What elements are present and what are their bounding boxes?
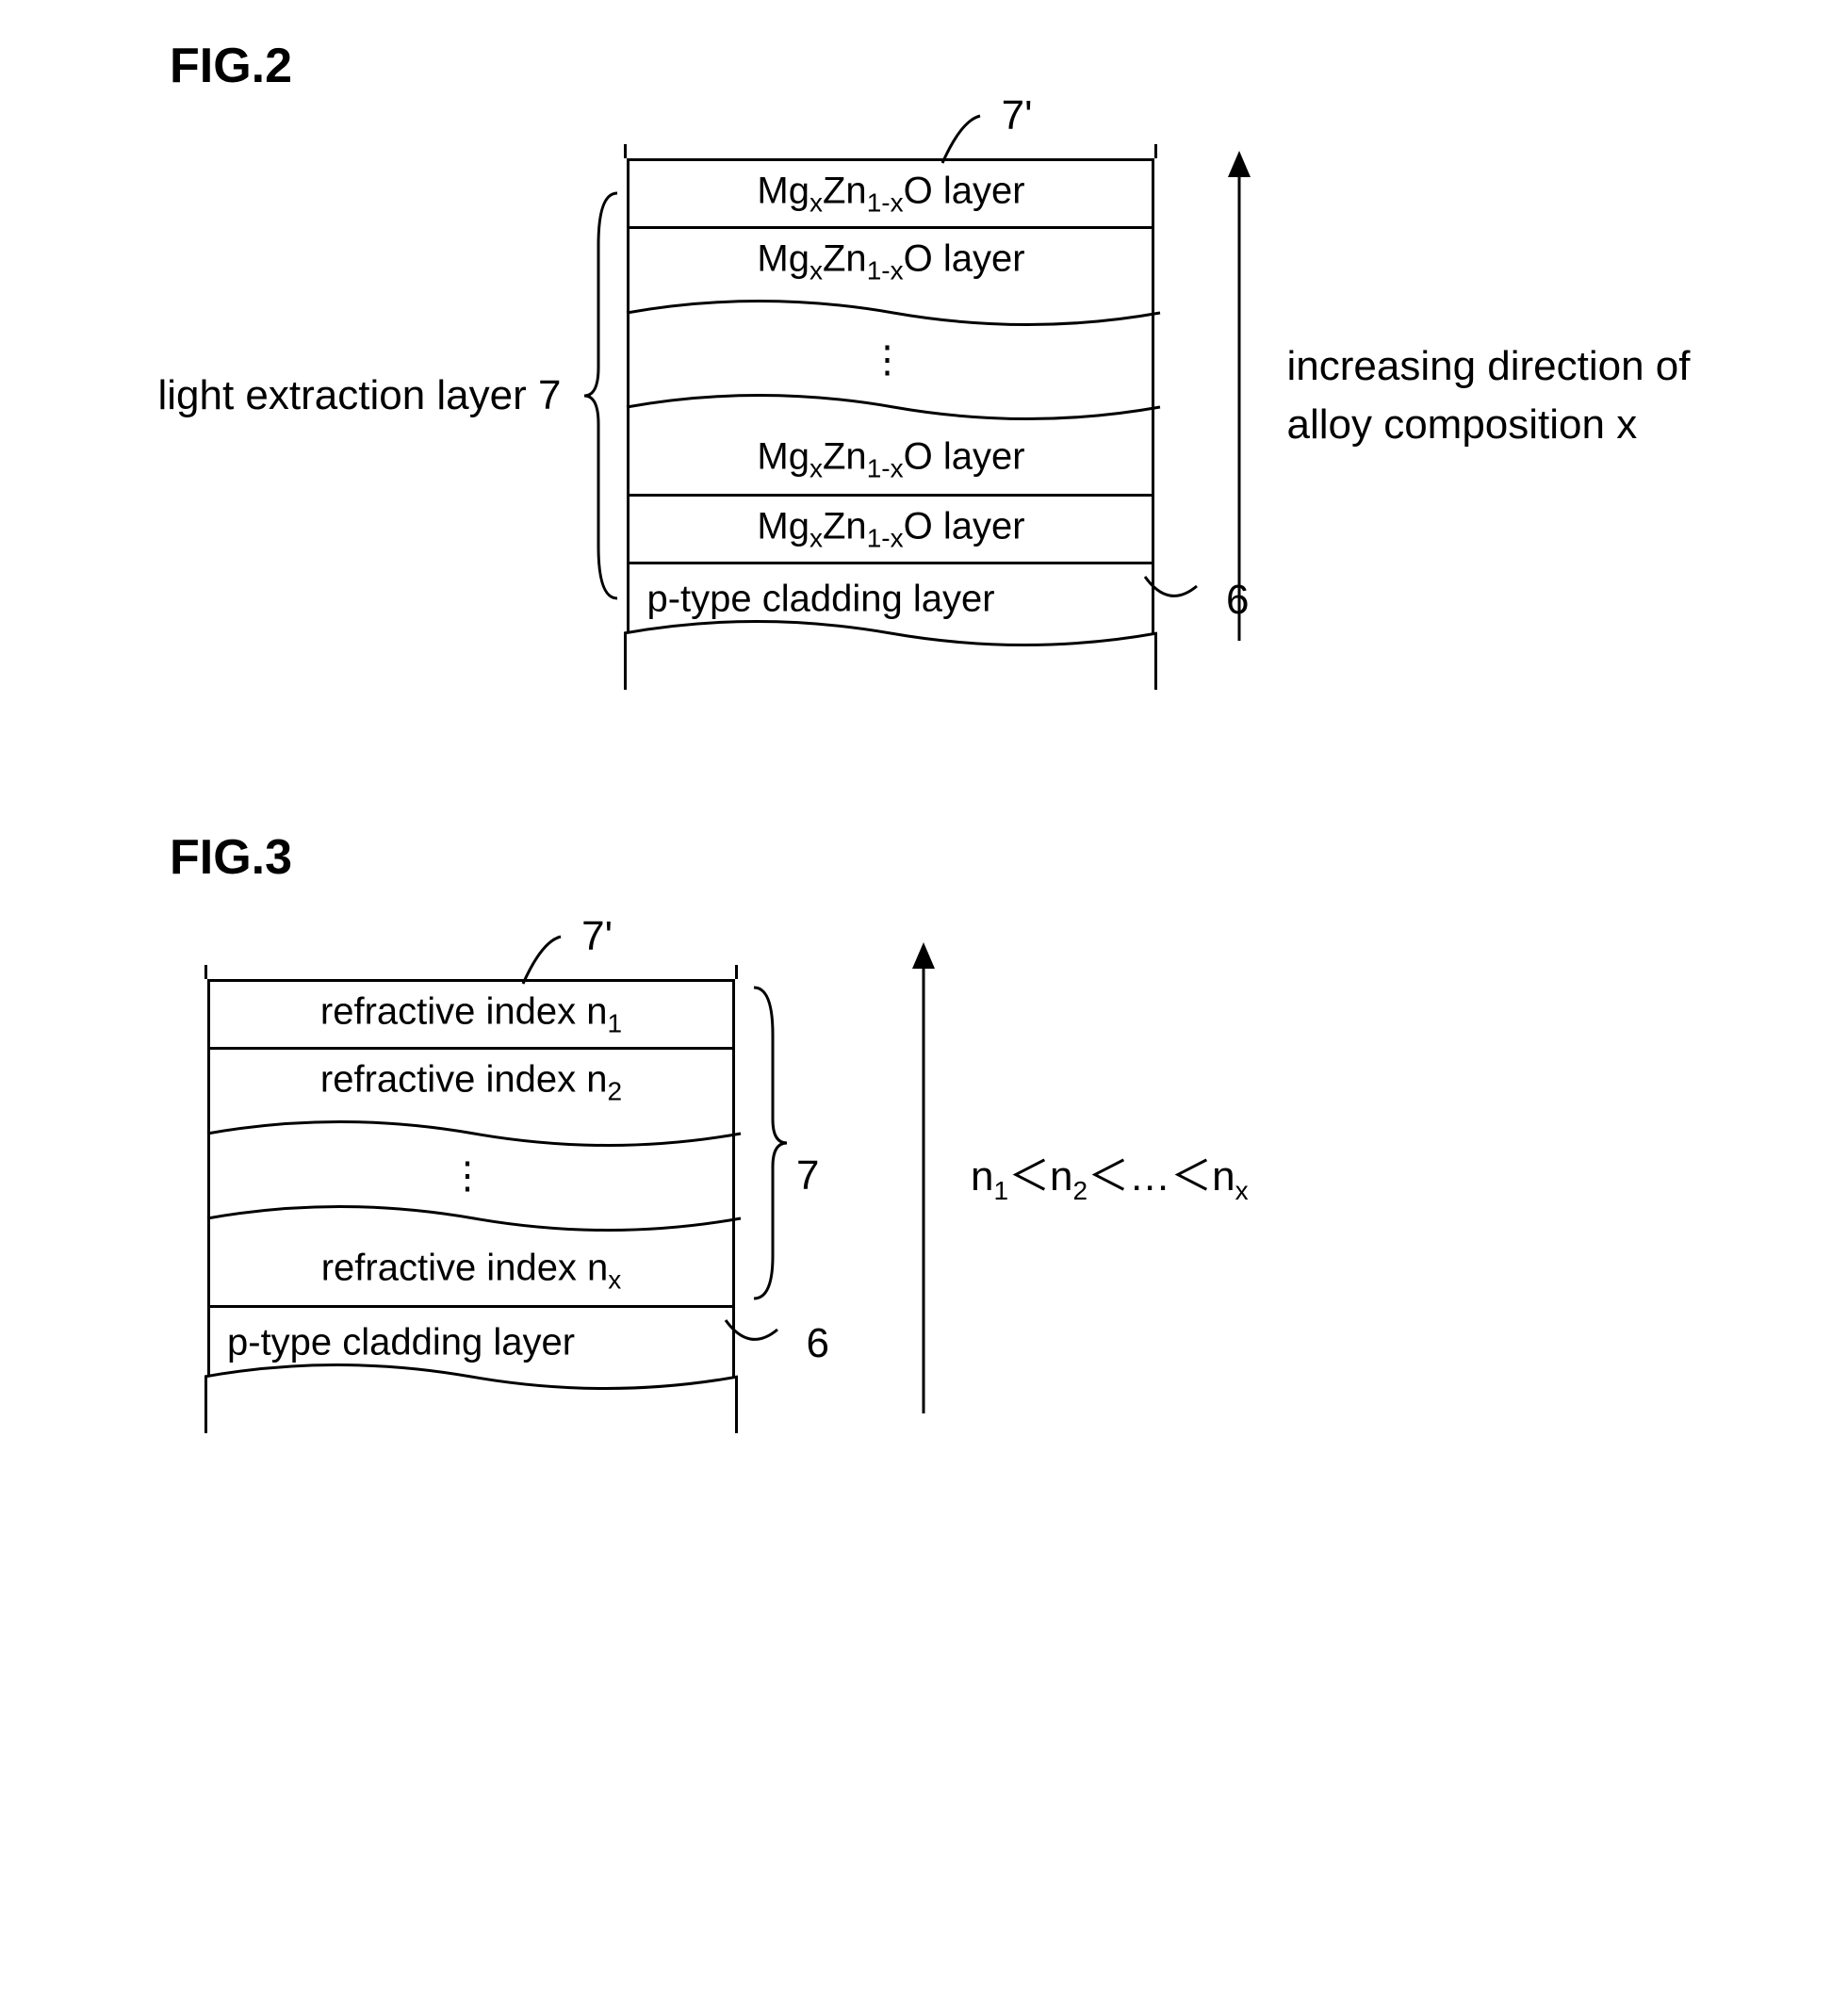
arrow-up-icon <box>905 942 942 1413</box>
fig3-bottom-tail <box>204 1377 738 1433</box>
fig2-dots: ⋮ <box>868 338 913 382</box>
fig3-top-tail <box>204 965 738 979</box>
fig2-left-brace <box>580 188 627 603</box>
fig3-gap: ⋮ <box>207 1115 735 1237</box>
fig3-label-7prime: 7' <box>581 913 613 960</box>
fig2-title: FIG.2 <box>170 38 1829 94</box>
fig2-layer-1: MgxZn1-xO layer <box>627 158 1154 226</box>
fig2-layer-1-text: MgxZn1-xO layer <box>630 170 1152 218</box>
fig2-top-tail <box>624 144 1157 158</box>
fig2-label-7prime: 7' <box>1002 92 1033 139</box>
arrow-up-icon <box>1220 151 1258 641</box>
fig3-arrow <box>905 942 942 1413</box>
fig2-gap: ⋮ <box>627 294 1154 426</box>
fig3-layer-1: refractive index n1 <box>207 979 735 1047</box>
fig2-layer-3-text: MgxZn1-xO layer <box>630 436 1152 484</box>
fig2-layer-3: MgxZn1-xO layer <box>627 426 1154 494</box>
fig2-leader-6 <box>1140 567 1206 614</box>
wavy-bottom-icon <box>627 388 1160 426</box>
fig3-right-text: n1＜n2＜…＜nx <box>971 1148 1249 1209</box>
fig2-right-line1: increasing direction of <box>1286 337 1690 396</box>
wavy-top-icon <box>207 1115 741 1152</box>
figure-3: FIG.3 7' refractive index n1 refractive … <box>19 829 1829 1413</box>
fig3-leader-6 <box>721 1311 787 1358</box>
fig3-layer-2: refractive index n2 <box>207 1047 735 1115</box>
fig3-title: FIG.3 <box>170 829 1829 886</box>
fig2-left-label: light extraction layer 7 <box>157 372 561 419</box>
fig3-dots: ⋮ <box>449 1154 494 1198</box>
fig3-right-group: n1＜n2＜…＜nx <box>867 942 1249 1413</box>
fig3-right-brace-wrap: 7 <box>744 1049 792 1308</box>
wavy-top-icon <box>627 294 1160 332</box>
wavy-bottom-icon <box>207 1200 741 1237</box>
fig2-layer-4: MgxZn1-xO layer <box>627 494 1154 562</box>
fig3-diagram: 7' refractive index n1 refractive index … <box>207 942 1829 1413</box>
fig3-layer-2-text: refractive index n2 <box>210 1058 732 1106</box>
fig2-label-6: 6 <box>1226 577 1249 624</box>
fig2-right-text: increasing direction of alloy compositio… <box>1286 337 1690 453</box>
fig3-label-6: 6 <box>807 1320 829 1367</box>
fig3-layer-3: refractive index nx <box>207 1237 735 1305</box>
fig3-right-brace <box>744 983 792 1303</box>
fig2-diagram: light extraction layer 7 7' MgxZn1-xO la… <box>19 151 1829 641</box>
fig2-arrow <box>1220 151 1258 641</box>
fig2-layer-stack: 7' MgxZn1-xO layer MgxZn1-xO layer ⋮ <box>627 158 1154 633</box>
fig2-right-group: increasing direction of alloy compositio… <box>1183 151 1690 641</box>
fig2-layer-2: MgxZn1-xO layer <box>627 226 1154 294</box>
fig2-bottom-tail <box>624 633 1157 690</box>
fig2-right-line2: alloy composition x <box>1286 396 1690 454</box>
fig3-layer-3-text: refractive index nx <box>210 1248 732 1296</box>
fig3-layer-1-text: refractive index n1 <box>210 990 732 1038</box>
figure-2: FIG.2 light extraction layer 7 7' MgxZn1… <box>19 38 1829 641</box>
fig2-layer-2-text: MgxZn1-xO layer <box>630 237 1152 286</box>
fig3-label-7: 7 <box>796 1152 819 1200</box>
fig3-layer-stack: 7' refractive index n1 refractive index … <box>207 979 735 1377</box>
fig2-layer-4-text: MgxZn1-xO layer <box>630 505 1152 553</box>
